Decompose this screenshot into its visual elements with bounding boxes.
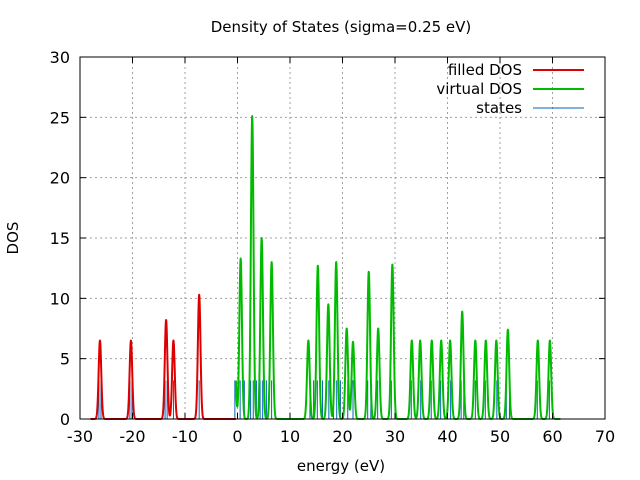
x-tick-label: 50 — [490, 427, 510, 446]
y-tick-label: 10 — [50, 289, 70, 308]
x-axis-label: energy (eV) — [297, 457, 385, 475]
x-tick-label: -30 — [67, 427, 93, 446]
y-tick-label: 25 — [50, 108, 70, 127]
x-tick-label: 60 — [542, 427, 562, 446]
y-axis-label: DOS — [4, 222, 22, 255]
axis-ticks: -30 -20 -10 0 10 20 30 40 50 60 70 0 5 10 15 20 25 30 — [50, 48, 616, 446]
chart-title: Density of States (sigma=0.25 eV) — [211, 18, 472, 36]
y-tick-label: 0 — [60, 410, 70, 429]
y-tick-label: 5 — [60, 350, 70, 369]
y-tick-label: 15 — [50, 229, 70, 248]
x-tick-label: 30 — [385, 427, 405, 446]
grid-lines — [80, 57, 605, 419]
x-tick-label: 20 — [332, 427, 352, 446]
x-tick-label: -20 — [119, 427, 145, 446]
x-tick-label: 10 — [280, 427, 300, 446]
legend-label-virtual-dos: virtual DOS — [436, 80, 522, 98]
legend: filled DOS virtual DOS states — [436, 61, 584, 117]
legend-label-states: states — [476, 99, 522, 117]
legend-label-filled-dos: filled DOS — [448, 61, 522, 79]
y-tick-label: 20 — [50, 169, 70, 188]
x-tick-label: 70 — [595, 427, 615, 446]
x-tick-label: -10 — [172, 427, 198, 446]
x-tick-label: 0 — [232, 427, 242, 446]
x-tick-label: 40 — [437, 427, 457, 446]
y-tick-label: 30 — [50, 48, 70, 67]
